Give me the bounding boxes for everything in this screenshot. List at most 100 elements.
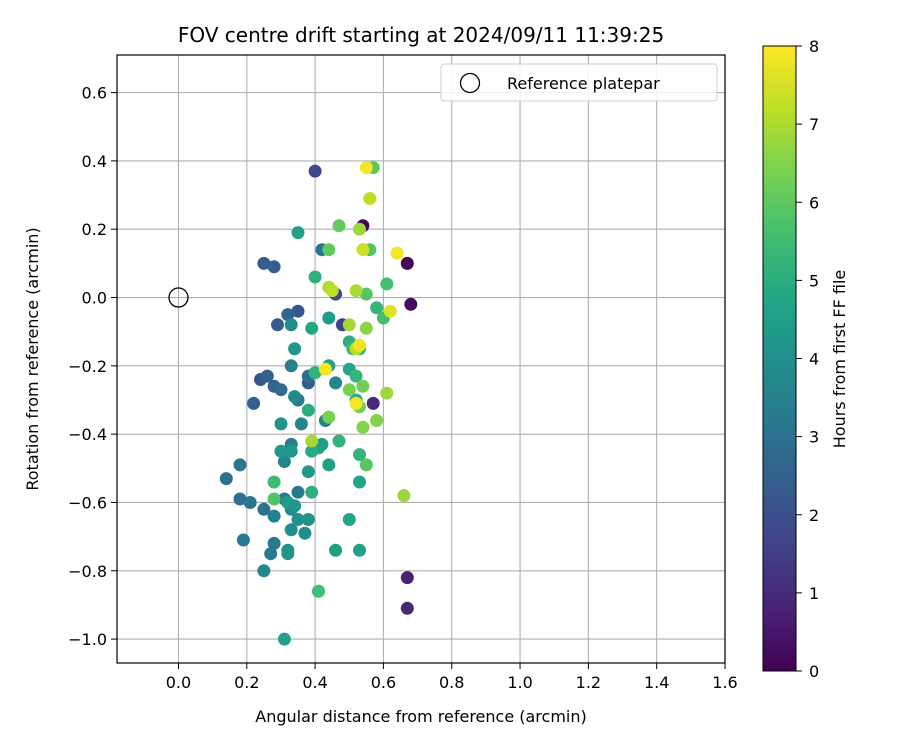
- scatter-point: [284, 523, 298, 537]
- y-tick-label: −0.2: [68, 357, 107, 376]
- y-tick-label: 0.6: [82, 84, 107, 103]
- x-tick-label: 1.4: [644, 673, 669, 692]
- scatter-point: [363, 192, 377, 205]
- scatter-point: [305, 485, 319, 499]
- scatter-point: [301, 403, 315, 417]
- scatter-point: [370, 414, 384, 427]
- scatter-point: [390, 246, 404, 260]
- y-tick-label: 0.4: [82, 152, 107, 171]
- scatter-point: [267, 536, 281, 550]
- scatter-point: [315, 437, 329, 451]
- x-tick-label: 0.2: [234, 673, 259, 692]
- scatter-point: [284, 444, 298, 458]
- scatter-point: [359, 161, 373, 175]
- y-tick-label: 0.2: [82, 220, 107, 239]
- scatter-point: [291, 513, 305, 526]
- scatter-point: [274, 444, 288, 458]
- scatter-point: [329, 376, 343, 390]
- y-tick-label: 0.0: [82, 289, 107, 308]
- legend: Reference platepar: [440, 63, 718, 102]
- scatter-point: [342, 318, 356, 332]
- scatter-point: [356, 379, 370, 393]
- scatter-point: [288, 499, 302, 513]
- scatter-point: [359, 458, 373, 472]
- x-tick-label: 0.4: [302, 673, 327, 692]
- scatter-point: [380, 277, 394, 291]
- x-tick-label: 1.2: [576, 673, 601, 692]
- colorbar: [762, 45, 797, 672]
- scatter-point: [271, 318, 284, 332]
- scatter-point: [288, 342, 302, 356]
- scatter-point: [291, 226, 305, 240]
- colorbar-tick-label: 5: [809, 271, 819, 290]
- scatter-point: [260, 369, 274, 383]
- scatter-point: [301, 513, 315, 526]
- y-tick-label: −0.6: [68, 493, 107, 512]
- scatter-point: [400, 601, 414, 615]
- y-axis-ticks: 0.6 0.4 0.2 0.0 −0.2 −0.4 −0.6 −0.8 −1.0: [68, 84, 117, 649]
- scatter-point: [291, 485, 305, 499]
- scatter-point: [356, 420, 370, 434]
- scatter-point: [349, 396, 363, 410]
- scatter-point: [353, 475, 366, 489]
- scatter-point: [380, 386, 394, 400]
- scatter-point: [243, 496, 257, 509]
- x-tick-label: 0.8: [439, 673, 464, 692]
- scatter-point: [305, 321, 319, 335]
- scatter-point: [281, 547, 295, 561]
- colorbar-tick-label: 7: [809, 115, 819, 134]
- scatter-point: [370, 301, 384, 315]
- scatter-point: [312, 584, 325, 598]
- scatter-point: [353, 338, 366, 352]
- plot-frame: [116, 54, 726, 664]
- scatter-point: [322, 243, 336, 257]
- scatter-point: [342, 513, 356, 526]
- scatter-point: [366, 396, 380, 410]
- scatter-point: [233, 458, 247, 472]
- scatter-point: [291, 304, 305, 318]
- scatter-point: [257, 502, 271, 516]
- scatter-point: [353, 543, 366, 557]
- x-axis-label: Angular distance from reference (arcmin): [255, 707, 586, 726]
- y-tick-label: −0.8: [68, 562, 107, 581]
- scatter-point: [267, 509, 281, 523]
- scatter-point: [349, 284, 363, 298]
- colorbar-tick-label: 3: [809, 428, 819, 447]
- scatter-point: [400, 256, 414, 270]
- scatter-point: [257, 564, 271, 578]
- scatter-point: [353, 222, 366, 236]
- colorbar-tick-label: 2: [809, 506, 819, 525]
- scatter-point: [342, 383, 356, 397]
- scatter-point: [305, 434, 319, 448]
- colorbar-ticks: 0 1 2 3 4 5 6 7 8: [796, 37, 819, 681]
- scatter-point: [400, 571, 414, 585]
- legend-box: [440, 63, 718, 102]
- scatter-point: [318, 362, 332, 376]
- scatter-point: [257, 256, 271, 270]
- scatter-point: [281, 308, 295, 322]
- scatter-point: [322, 410, 336, 424]
- scatter-point: [322, 311, 336, 325]
- scatter-point: [274, 417, 288, 431]
- reference-platepar-marker: [168, 287, 189, 308]
- x-tick-label: 0.6: [371, 673, 396, 692]
- scatter-points: [219, 161, 418, 646]
- legend-entry-reference: Reference platepar: [507, 74, 660, 93]
- scatter-point: [329, 543, 343, 557]
- scatter-point: [298, 526, 312, 540]
- scatter-point: [349, 369, 363, 383]
- scatter-point: [247, 396, 261, 410]
- x-tick-label: 1.0: [507, 673, 532, 692]
- scatter-point: [308, 366, 322, 380]
- scatter-point: [233, 492, 247, 506]
- scatter-point: [301, 465, 315, 479]
- scatter-point: [332, 434, 346, 448]
- scatter-point: [284, 359, 298, 373]
- scatter-point: [404, 297, 418, 311]
- x-axis-ticks: 0.0 0.2 0.4 0.6 0.8 1.0 1.2 1.4 1.6: [166, 663, 738, 692]
- colorbar-tick-label: 1: [809, 584, 819, 603]
- y-tick-label: −0.4: [68, 425, 107, 444]
- y-tick-label: −1.0: [68, 630, 107, 649]
